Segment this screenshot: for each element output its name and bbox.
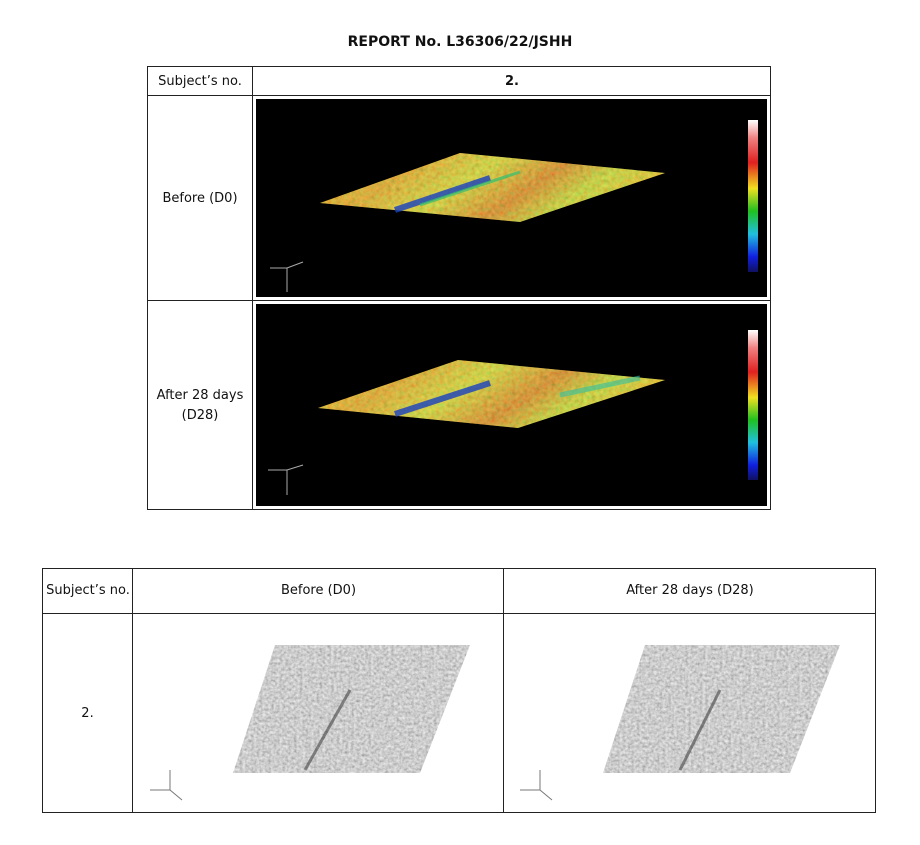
col-divider — [42, 568, 133, 813]
row-label: After 28 days (D28) — [156, 387, 244, 423]
header-cell: 2. — [505, 73, 519, 89]
col-divider — [147, 66, 253, 510]
table-2 — [42, 568, 876, 813]
row-label: Before (D0) — [162, 190, 238, 206]
report-title: REPORT No. L36306/22/JSHH — [347, 34, 573, 50]
header-cell: Before (D0) — [280, 583, 357, 598]
header-cell: After 28 days (D28) — [626, 583, 754, 598]
row-divider — [147, 95, 771, 96]
col-divider — [42, 568, 504, 813]
header-cell: Subject’s no. — [158, 73, 242, 89]
row-label: 2. — [81, 706, 94, 721]
row-divider — [42, 613, 876, 614]
table-1 — [147, 66, 771, 510]
header-cell: Subject’s no. — [46, 582, 130, 598]
row-divider — [147, 300, 771, 301]
